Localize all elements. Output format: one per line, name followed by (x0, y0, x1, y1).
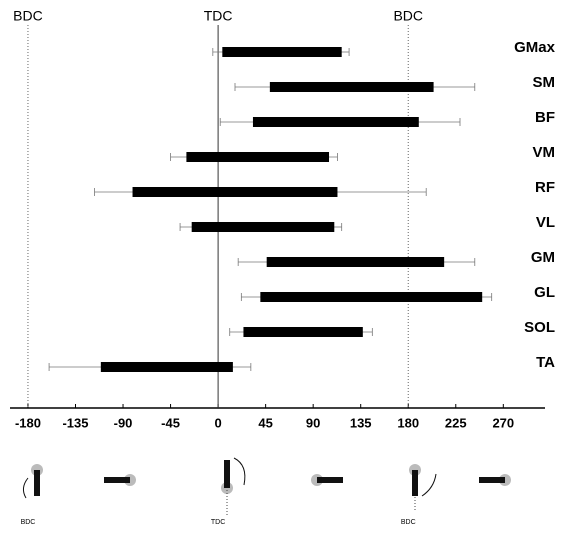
x-tick-label: -180 (15, 415, 41, 430)
crank-label: BDC (401, 519, 416, 526)
category-label: GL (534, 284, 555, 301)
crank-label: TDC (211, 519, 225, 526)
bar (222, 47, 342, 57)
crank-icons (22, 457, 511, 515)
x-tick-label: 90 (306, 415, 320, 430)
category-label: VL (536, 214, 555, 231)
x-tick-label: 270 (492, 415, 514, 430)
category-label: SM (533, 74, 556, 91)
x-tick-label: -45 (161, 415, 180, 430)
reference-label: TDC (204, 8, 233, 24)
bar (252, 117, 419, 127)
reference-label: BDC (13, 8, 43, 24)
bar (269, 82, 434, 92)
bar (191, 222, 335, 232)
x-tick-label: 45 (258, 415, 272, 430)
category-label: BF (535, 109, 555, 126)
bar (243, 327, 363, 337)
x-tick-label: 135 (350, 415, 372, 430)
category-label: GMax (514, 39, 556, 56)
bar (260, 292, 483, 302)
category-label: SOL (524, 319, 555, 336)
bar (132, 187, 338, 197)
bar (266, 257, 445, 267)
category-label: RF (535, 179, 555, 196)
crank-label: BDC (21, 519, 36, 526)
category-label: GM (531, 249, 555, 266)
category-label: VM (533, 144, 556, 161)
category-label: TA (536, 354, 555, 371)
reference-label: BDC (393, 8, 423, 24)
bar (100, 362, 233, 372)
x-tick-label: 180 (397, 415, 419, 430)
x-tick-label: 225 (445, 415, 467, 430)
x-tick-label: 0 (214, 415, 221, 430)
bar (186, 152, 330, 162)
x-tick-label: -135 (62, 415, 88, 430)
x-tick-label: -90 (114, 415, 133, 430)
